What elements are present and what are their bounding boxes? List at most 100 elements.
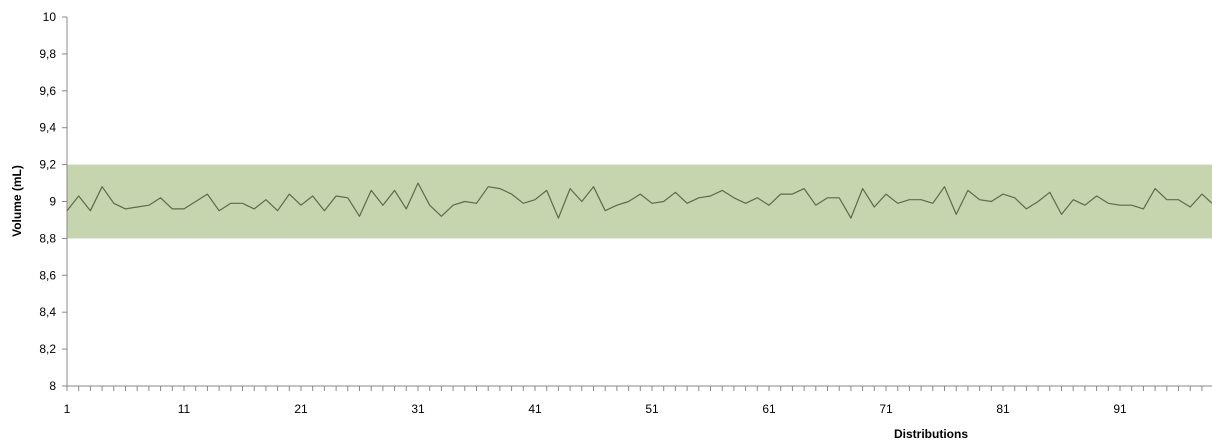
- data-point: [219, 210, 220, 211]
- data-point: [453, 205, 454, 206]
- data-point: [862, 188, 863, 189]
- y-tick-label: 9,4: [39, 121, 56, 135]
- data-point: [300, 205, 301, 206]
- y-tick-label: 8: [49, 379, 56, 393]
- data-point: [1119, 205, 1120, 206]
- data-point: [90, 210, 91, 211]
- data-point: [324, 210, 325, 211]
- data-point: [277, 210, 278, 211]
- data-point: [429, 205, 430, 206]
- y-axis-title: Volume (mL): [10, 165, 24, 237]
- data-point: [593, 186, 594, 187]
- data-point: [371, 190, 372, 191]
- data-point: [195, 201, 196, 202]
- data-point: [382, 205, 383, 206]
- data-point: [885, 194, 886, 195]
- data-point: [944, 186, 945, 187]
- x-ticks: [66, 386, 1203, 391]
- data-point: [499, 188, 500, 189]
- data-point: [102, 186, 103, 187]
- x-tick-label: 31: [411, 402, 425, 416]
- y-tick-label: 9,8: [39, 47, 56, 61]
- data-point: [230, 203, 231, 204]
- x-tick-label: 11: [178, 402, 191, 416]
- series-line: [66, 182, 1212, 219]
- tolerance-band: [67, 164, 1212, 239]
- data-point: [757, 197, 758, 198]
- data-point: [125, 208, 126, 209]
- data-point: [698, 197, 699, 198]
- x-tick-label: 1: [64, 402, 71, 416]
- data-point: [1026, 208, 1027, 209]
- x-tick-label: 21: [294, 402, 308, 416]
- y-tick-label: 8,8: [39, 231, 56, 245]
- data-point: [979, 199, 980, 200]
- data-point: [932, 203, 933, 204]
- data-point: [417, 182, 418, 183]
- y-tick-label: 9,6: [39, 84, 56, 98]
- data-point: [745, 203, 746, 204]
- data-point: [909, 199, 910, 200]
- data-point: [710, 195, 711, 196]
- y-tick-label: 9,2: [39, 158, 56, 172]
- data-point: [897, 203, 898, 204]
- data-point: [850, 218, 851, 219]
- data-point: [640, 194, 641, 195]
- data-point: [242, 203, 243, 204]
- data-point: [312, 195, 313, 196]
- data-point: [1143, 208, 1144, 209]
- data-point: [1166, 199, 1167, 200]
- data-point: [1002, 194, 1003, 195]
- data-point: [616, 205, 617, 206]
- data-point: [768, 205, 769, 206]
- data-point: [874, 206, 875, 207]
- y-tick-label: 8,2: [39, 342, 56, 356]
- y-tick-label: 8,4: [39, 305, 56, 319]
- data-point: [336, 195, 337, 196]
- data-point: [534, 199, 535, 200]
- data-point: [921, 199, 922, 200]
- data-point: [523, 203, 524, 204]
- y-tick-labels: 8 8,2 8,4 8,6 8,8 9 9,2 9,4 9,6 9,8 10: [39, 10, 56, 393]
- data-point: [1201, 194, 1202, 195]
- data-point: [1084, 205, 1085, 206]
- data-point: [839, 197, 840, 198]
- data-point: [605, 210, 606, 211]
- data-point: [172, 208, 173, 209]
- data-point: [476, 203, 477, 204]
- x-tick-labels: 1 11 21 31 41 51 61 71 81 91: [64, 402, 1127, 416]
- data-point: [1108, 203, 1109, 204]
- x-tick-label: 81: [996, 402, 1010, 416]
- data-point: [289, 194, 290, 195]
- data-point: [1061, 214, 1062, 215]
- data-point: [804, 188, 805, 189]
- data-point: [628, 201, 629, 202]
- data-point: [1190, 206, 1191, 207]
- x-tick-label: 41: [528, 402, 542, 416]
- data-point: [722, 190, 723, 191]
- data-point: [687, 203, 688, 204]
- data-point: [1096, 195, 1097, 196]
- data-point: [546, 190, 547, 191]
- data-point: [1073, 199, 1074, 200]
- data-point: [815, 205, 816, 206]
- data-point: [66, 210, 67, 211]
- data-point: [651, 203, 652, 204]
- data-point: [1038, 201, 1039, 202]
- data-point: [991, 201, 992, 202]
- data-point: [1131, 205, 1132, 206]
- data-point: [827, 197, 828, 198]
- data-point: [1155, 188, 1156, 189]
- data-point: [441, 216, 442, 217]
- data-point: [148, 205, 149, 206]
- data-point: [464, 201, 465, 202]
- data-point: [183, 208, 184, 209]
- x-tick-label: 61: [762, 402, 776, 416]
- data-point: [160, 197, 161, 198]
- data-point: [956, 214, 957, 215]
- data-point: [780, 194, 781, 195]
- x-tick-label: 91: [1113, 402, 1127, 416]
- data-point: [207, 194, 208, 195]
- data-point: [347, 197, 348, 198]
